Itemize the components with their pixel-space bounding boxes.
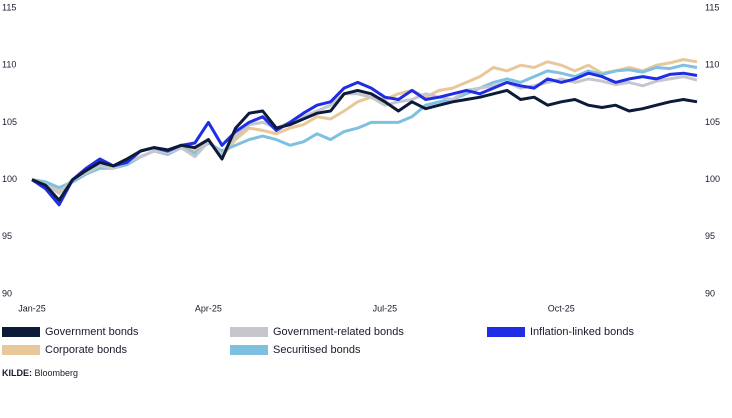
y2-tick-label: 95 [705, 231, 715, 241]
legend-swatch [487, 327, 525, 337]
series-line [31, 75, 698, 195]
y-tick-label: 105 [2, 117, 17, 127]
legend-swatch [2, 327, 40, 337]
legend-label: Inflation-linked bonds [530, 326, 634, 338]
y-tick-label: 100 [2, 174, 17, 184]
y2-tick-label: 90 [705, 288, 715, 298]
x-tick-label: Oct-25 [548, 303, 575, 313]
y-tick-label: 110 [2, 60, 16, 70]
source-label: KILDE: [2, 368, 32, 378]
legend-swatch [230, 345, 268, 355]
y-tick-label: 95 [2, 231, 12, 241]
legend-label: Government bonds [45, 326, 139, 338]
y-tick-label: 90 [2, 288, 12, 298]
y-tick-label: 115 [2, 2, 16, 12]
legend-label: Corporate bonds [45, 344, 127, 356]
y2-tick-label: 115 [705, 2, 719, 12]
source-text: Bloomberg [35, 368, 79, 378]
y2-tick-label: 105 [705, 117, 720, 127]
x-tick-label: Jan-25 [18, 303, 46, 313]
x-tick-label: Apr-25 [195, 303, 222, 313]
legend-label: Government-related bonds [273, 326, 404, 338]
source: KILDE: Bloomberg [2, 368, 78, 378]
series-line [31, 88, 698, 202]
legend-swatch [230, 327, 268, 337]
legend-swatch [2, 345, 40, 355]
series-line [31, 63, 698, 190]
y2-tick-label: 110 [705, 60, 719, 70]
x-tick-label: Jul-25 [373, 303, 398, 313]
legend-label: Securitised bonds [273, 344, 361, 356]
y2-tick-label: 100 [705, 174, 720, 184]
